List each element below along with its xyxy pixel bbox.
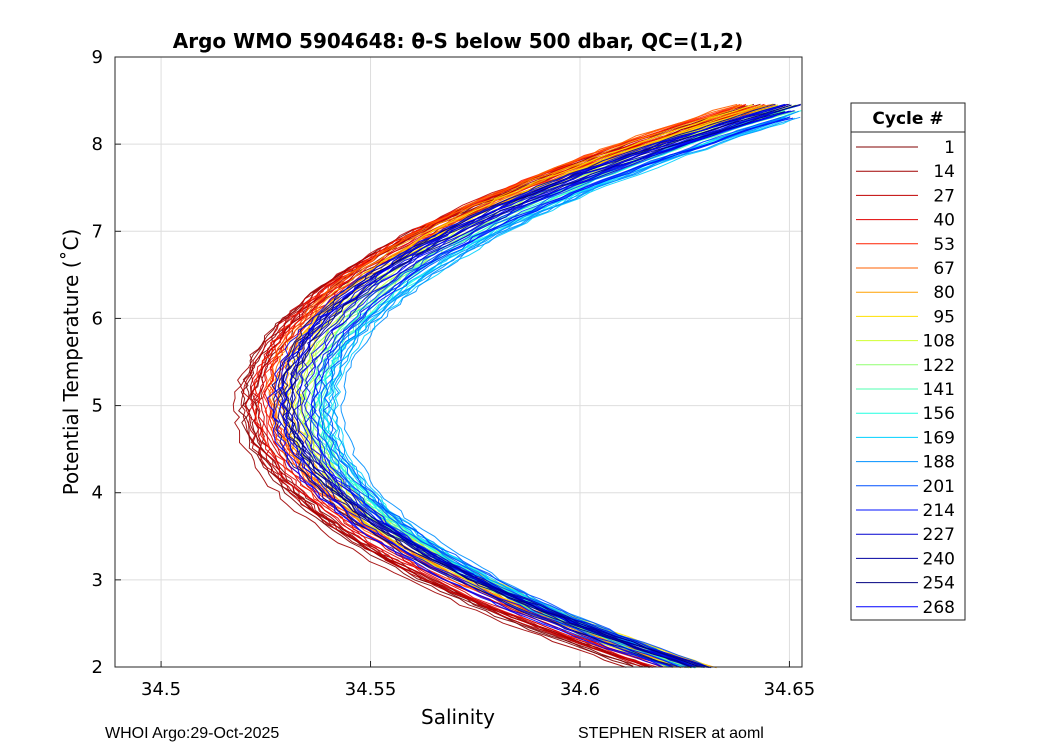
x-axis-label: Salinity — [421, 705, 495, 729]
legend-label: 1 — [944, 138, 955, 158]
legend-items: 1 14 27 40 53 67 80 95 108 122 141 156 169 188 201 214 2… — [856, 138, 955, 618]
profile-line-cycle-268 — [279, 104, 786, 668]
profile-line-cycle-14 — [244, 103, 761, 667]
x-tick-label: 34.5 — [141, 679, 181, 700]
profile-line-cycle-254 — [286, 111, 785, 669]
profile-lines — [232, 103, 802, 669]
legend-label: 254 — [923, 574, 955, 594]
profile-line-cycle-201 — [318, 110, 786, 669]
y-tick-label: 4 — [92, 483, 103, 504]
profile-line-cycle-188 — [340, 116, 787, 668]
y-tick-label: 5 — [92, 396, 103, 417]
profile-line-cycle-254 — [277, 104, 792, 667]
x-tick-label: 34.6 — [560, 679, 600, 700]
profile-line-cycle-268 — [272, 111, 774, 667]
legend-label: 227 — [923, 525, 955, 545]
legend-label: 156 — [923, 404, 955, 424]
legend-label: 169 — [923, 428, 955, 448]
legend-label: 40 — [933, 211, 955, 231]
x-tick-label: 34.65 — [764, 679, 816, 700]
legend-label: 53 — [933, 235, 955, 255]
axis-ticks: 34.5 34.55 34.6 34.65 2 3 4 5 6 7 8 9 — [92, 47, 816, 700]
profile-line-cycle-188 — [332, 116, 791, 669]
y-tick-label: 8 — [92, 134, 103, 155]
legend-label: 27 — [933, 186, 955, 206]
footer-source-date: WHOI Argo:29-Oct-2025 — [105, 725, 280, 742]
profile-line-cycle-201 — [322, 117, 782, 669]
legend-label: 240 — [923, 549, 955, 569]
legend-label: 188 — [923, 453, 955, 473]
legend-label: 14 — [933, 162, 955, 182]
y-tick-label: 3 — [92, 570, 103, 591]
legend-label: 95 — [933, 307, 955, 327]
profile-line-cycle-268 — [281, 110, 792, 668]
y-tick-label: 7 — [92, 221, 103, 242]
y-tick-label: 2 — [92, 657, 103, 678]
profile-line-cycle-95 — [277, 104, 753, 667]
chart-title: Argo WMO 5904648: θ-S below 500 dbar, QC… — [173, 29, 743, 53]
legend-title: Cycle # — [872, 109, 943, 129]
profile-line-cycle-268 — [267, 103, 787, 668]
legend-label: 268 — [923, 598, 955, 618]
legend-label: 141 — [923, 380, 955, 400]
y-axis-label: Potential Temperature (˚C) — [59, 229, 83, 496]
axes-box — [114, 56, 803, 668]
y-tick-label: 9 — [92, 47, 103, 68]
legend-label: 108 — [923, 332, 955, 352]
y-tick-label: 6 — [92, 308, 103, 329]
footer-author: STEPHEN RISER at aoml — [578, 725, 764, 742]
legend-label: 122 — [923, 356, 955, 376]
legend-label: 201 — [923, 477, 955, 497]
legend-label: 67 — [933, 259, 955, 279]
legend-label: 214 — [923, 501, 955, 521]
x-tick-label: 34.55 — [345, 679, 397, 700]
profile-line-cycle-188 — [327, 110, 799, 668]
legend-label: 80 — [933, 283, 955, 303]
legend: Cycle # 1 14 27 40 53 67 80 95 108 122 141 156 169 18… — [850, 102, 966, 621]
